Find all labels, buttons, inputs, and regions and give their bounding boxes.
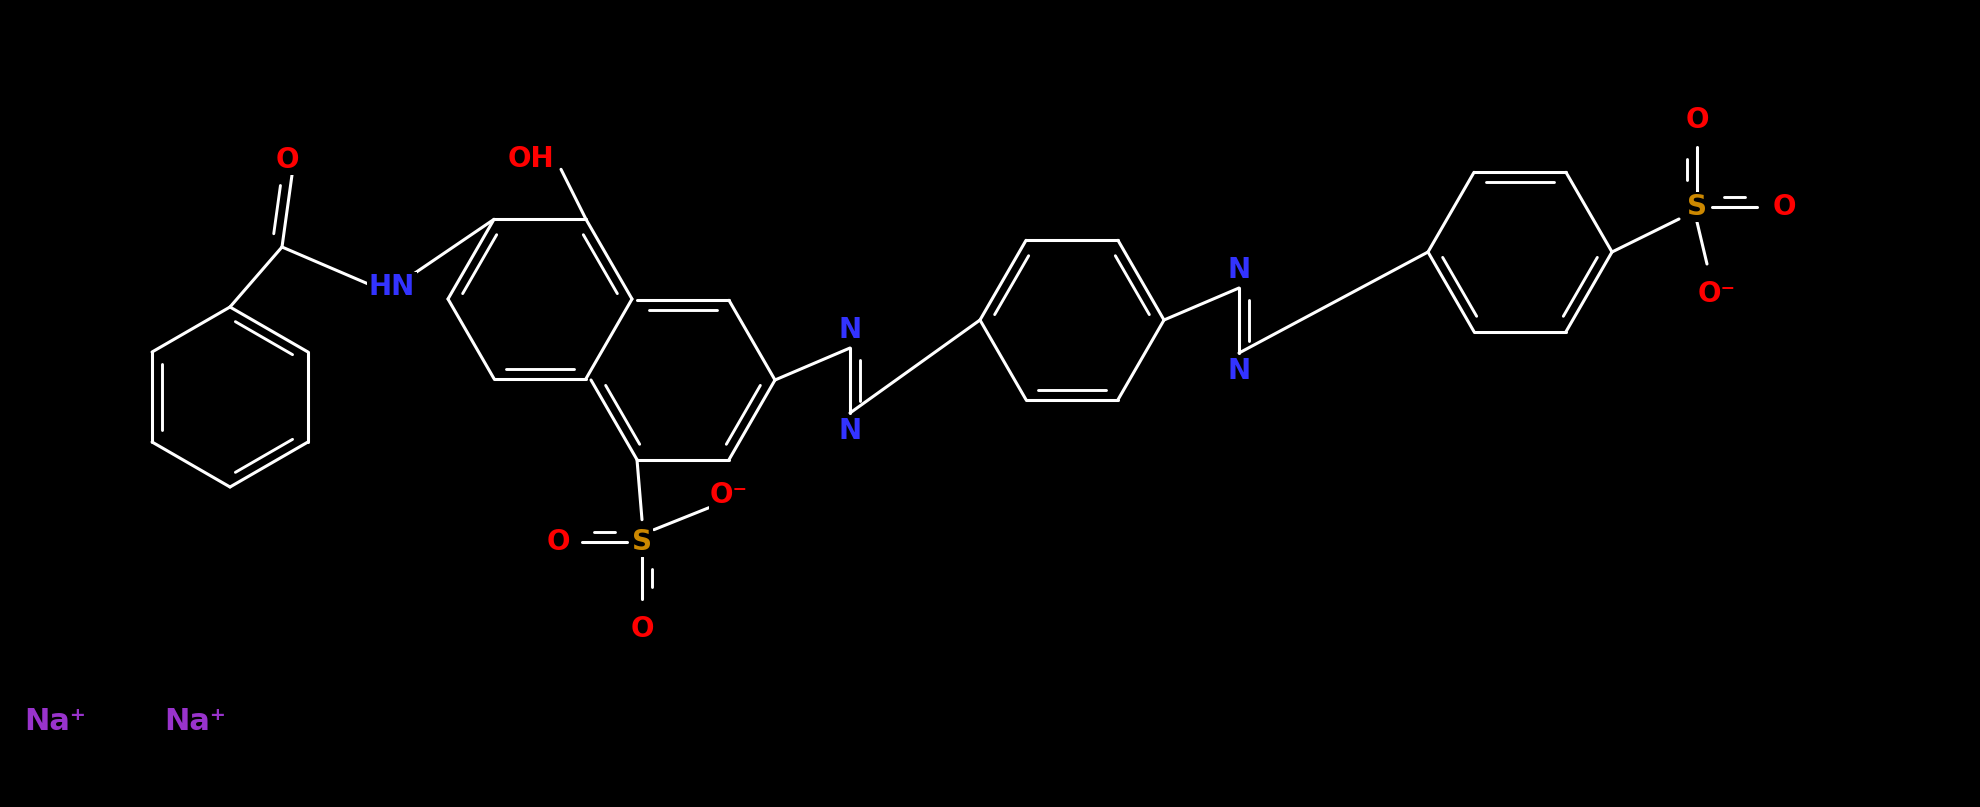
Text: N: N (1228, 256, 1249, 284)
Text: HN: HN (368, 273, 416, 301)
Text: O: O (546, 528, 570, 556)
Text: S: S (1687, 193, 1707, 221)
Text: O⁻: O⁻ (709, 481, 748, 508)
Text: O: O (1772, 193, 1794, 221)
Text: O: O (275, 146, 299, 174)
Text: O: O (630, 615, 653, 642)
Text: OH: OH (507, 145, 554, 174)
Text: O⁻: O⁻ (1697, 280, 1734, 308)
Text: Na⁺: Na⁺ (164, 708, 226, 737)
Text: O: O (1685, 106, 1709, 134)
Text: N: N (838, 417, 861, 445)
Text: Na⁺: Na⁺ (24, 708, 85, 737)
Text: S: S (632, 528, 651, 556)
Text: N: N (1228, 357, 1249, 385)
Text: N: N (838, 316, 861, 344)
